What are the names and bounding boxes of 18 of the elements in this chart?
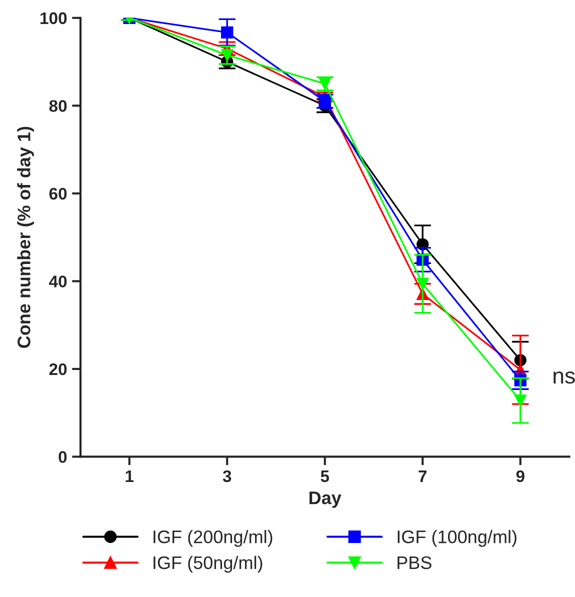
x-tick-label: 9: [516, 470, 524, 482]
y-tick-label: 80: [49, 100, 67, 112]
y-tick-label: 40: [49, 276, 67, 288]
annotation: ns: [554, 372, 575, 384]
y-axis-title: Cone number (% of day 1): [17, 126, 34, 348]
legend-label: IGF (200ng/ml): [154, 530, 272, 547]
legend-label: PBS: [398, 556, 432, 570]
x-axis-title: Day: [310, 492, 342, 508]
y-tick-label: 0: [58, 451, 67, 463]
x-tick-label: 5: [320, 470, 330, 482]
legend-label: IGF (50ng/ml): [154, 556, 262, 573]
y-tick-label: 60: [49, 188, 67, 200]
y-tick-label: 100: [40, 12, 67, 24]
x-tick-label: 1: [126, 470, 134, 482]
x-tick-label: 3: [222, 470, 232, 482]
x-tick-label: 7: [418, 470, 427, 482]
legend-label: IGF (100ng/ml): [398, 530, 516, 547]
y-tick-label: 20: [49, 363, 67, 376]
